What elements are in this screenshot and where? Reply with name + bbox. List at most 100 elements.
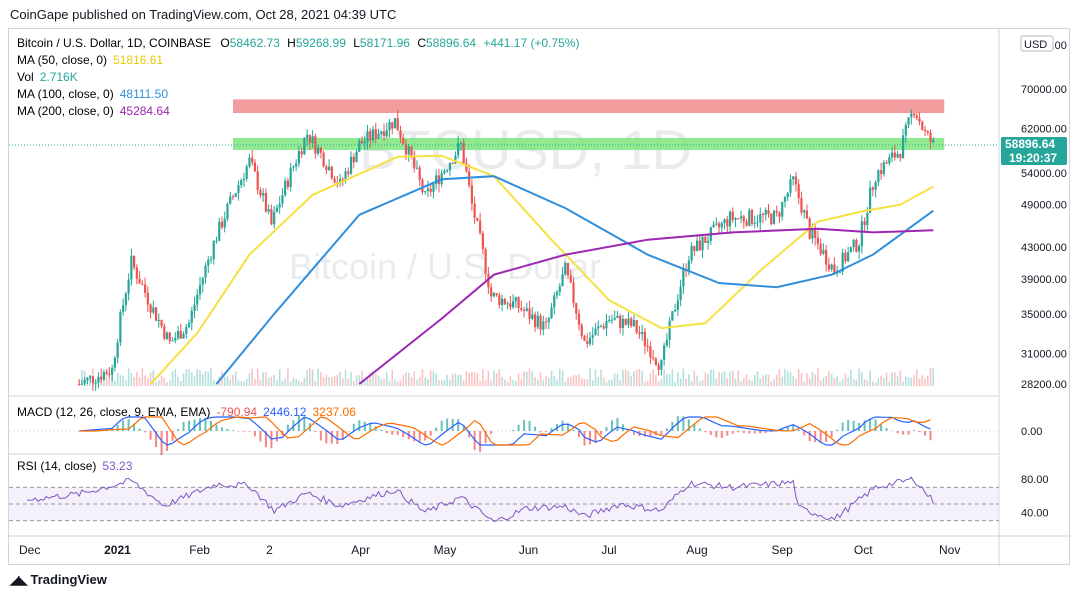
candle-body [772, 210, 776, 224]
candle-body [462, 142, 465, 164]
volume-bar [479, 381, 481, 386]
candle-body [154, 307, 158, 321]
candle-body [111, 367, 114, 375]
candle-body [165, 332, 169, 339]
candle-body [492, 293, 495, 297]
macd-histogram-bar [248, 431, 251, 432]
candle-body [399, 130, 402, 138]
candle-body [300, 151, 303, 155]
main-legend: Bitcoin / U.S. Dollar, 1D, COINBASE O584… [17, 36, 579, 473]
candle-body [547, 318, 550, 323]
candle-body [273, 211, 276, 225]
volume-bar [580, 378, 583, 386]
volume-bar [462, 380, 465, 386]
legend-close: 58896.64 [426, 36, 476, 50]
rsi-pane[interactable]: 80.00 40.00 [9, 474, 1049, 522]
macd-histogram-bar [160, 431, 163, 456]
currency-badge-box[interactable] [1020, 35, 1054, 52]
candle-body [926, 131, 929, 133]
volume-bar [309, 368, 311, 386]
macd-histogram-bar [253, 431, 256, 437]
time-axis[interactable]: Dec 2021 Feb 2 Apr May Jun Jul Aug Sep Oct Nov [19, 543, 960, 557]
candle-body [594, 328, 597, 335]
candle-body [498, 295, 501, 306]
volume-bar [613, 373, 616, 386]
candle-body [767, 210, 770, 214]
volume-bar [344, 369, 347, 386]
volume-bar [471, 371, 473, 386]
volume-bar [493, 370, 495, 386]
macd-histogram-bar [402, 431, 405, 438]
legend-open: 58462.73 [230, 36, 280, 50]
footer-brand-text: TradingView [30, 572, 107, 587]
volume-bar [869, 370, 871, 386]
volume-bar [633, 371, 635, 386]
rsi-tick-label: 80.00 [1021, 474, 1049, 486]
candle-body [429, 188, 432, 192]
macd-histogram-bar [210, 420, 212, 431]
macd-histogram-bar [880, 424, 883, 431]
volume-bar [322, 377, 325, 386]
volume-bar [690, 380, 693, 386]
candle-body [588, 337, 592, 344]
candle-body [929, 132, 932, 143]
volume-bar [926, 375, 929, 386]
volume-bar [729, 371, 731, 386]
candle-body [418, 167, 421, 180]
macd-histogram-bar [418, 431, 421, 442]
volume-bar [421, 369, 424, 386]
candles-layer[interactable] [78, 109, 935, 391]
volume-bar [526, 371, 528, 386]
volume-bar [262, 372, 264, 386]
volume-bar [578, 374, 580, 386]
candle-body [652, 357, 655, 359]
candle-body [739, 216, 743, 219]
candle-body [558, 286, 561, 293]
volume-layer [78, 368, 935, 386]
volume-bar [688, 374, 690, 386]
candle-body [522, 310, 526, 312]
volume-bar [586, 379, 589, 386]
chart-frame[interactable]: BTCUSD, 1D Bitcoin / U.S. Dollar 0.00 80… [8, 28, 1071, 566]
candle-body [896, 153, 899, 158]
volume-bar [298, 380, 300, 386]
volume-bar [383, 378, 385, 386]
macd-histogram-bar [720, 431, 723, 438]
candle-body [105, 372, 108, 375]
tradingview-chart[interactable]: BTCUSD, 1D Bitcoin / U.S. Dollar 0.00 80… [9, 29, 1071, 566]
candle-body [237, 185, 240, 194]
volume-bar [795, 378, 797, 386]
candle-body [605, 320, 608, 329]
candle-body [481, 233, 484, 250]
volume-bar [696, 375, 698, 386]
volume-bar [539, 372, 542, 386]
candle-body [229, 196, 232, 204]
macd-pane[interactable]: 0.00 [9, 415, 1042, 456]
volume-bar [259, 379, 262, 386]
candle-body [888, 157, 891, 164]
candle-body [932, 140, 935, 143]
volume-bar [734, 378, 737, 386]
volume-bar [657, 381, 660, 386]
volume-bar [204, 371, 207, 386]
price-tick-label: 54000.00 [1021, 168, 1067, 180]
macd-histogram-bar [545, 431, 548, 433]
candle-body [446, 170, 449, 172]
price-axis[interactable]: 80000.0070000.0062000.0054000.0049000.00… [1021, 40, 1067, 391]
candle-body [506, 303, 509, 305]
currency-badge[interactable]: USD [1024, 39, 1047, 51]
candle-body [451, 163, 454, 165]
volume-bar [358, 375, 361, 386]
candle-body [187, 322, 191, 328]
volume-bar [806, 373, 808, 386]
volume-bar [542, 380, 545, 386]
volume-bar [328, 377, 330, 386]
volume-bar [531, 371, 534, 386]
volume-bar [847, 377, 849, 386]
price-tick-label: 70000.00 [1021, 84, 1067, 96]
volume-bar [569, 377, 572, 386]
footer-brand[interactable]: ◢◣ TradingView [10, 572, 107, 587]
volume-bar [506, 381, 509, 386]
volume-bar [457, 374, 459, 386]
volume-bar [723, 371, 726, 386]
